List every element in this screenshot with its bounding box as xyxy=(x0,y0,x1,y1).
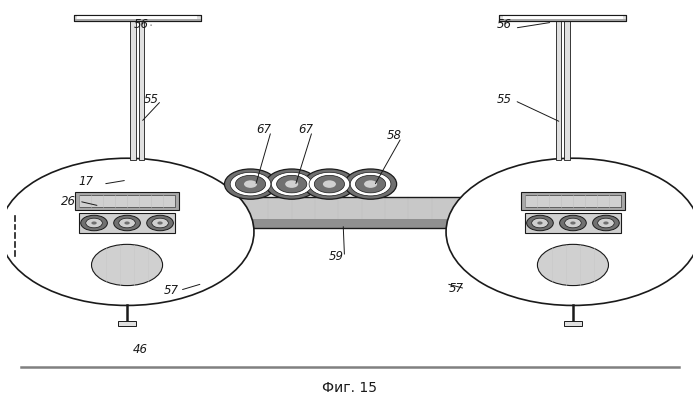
Circle shape xyxy=(526,216,553,231)
Bar xyxy=(175,220,525,228)
Bar xyxy=(74,16,201,22)
Bar xyxy=(77,17,197,20)
Bar xyxy=(79,195,175,208)
Bar xyxy=(499,16,626,22)
Text: 59: 59 xyxy=(329,249,344,262)
Circle shape xyxy=(230,173,271,196)
Circle shape xyxy=(565,219,581,228)
Bar xyxy=(521,193,625,210)
Text: 26: 26 xyxy=(61,194,76,207)
Circle shape xyxy=(147,216,174,231)
Circle shape xyxy=(303,170,356,200)
Text: 56: 56 xyxy=(133,18,148,31)
Circle shape xyxy=(276,176,307,193)
Circle shape xyxy=(92,245,162,286)
Circle shape xyxy=(593,216,620,231)
Bar xyxy=(74,16,201,22)
Bar xyxy=(175,197,525,220)
Circle shape xyxy=(158,222,162,225)
Circle shape xyxy=(559,216,587,231)
Bar xyxy=(564,22,570,161)
Circle shape xyxy=(598,219,614,228)
Bar xyxy=(139,22,144,161)
Circle shape xyxy=(364,181,377,188)
Bar xyxy=(499,20,626,22)
Circle shape xyxy=(265,170,318,200)
Circle shape xyxy=(323,181,336,188)
Circle shape xyxy=(285,181,298,188)
Circle shape xyxy=(125,222,130,225)
Circle shape xyxy=(86,219,102,228)
Text: Фиг. 15: Фиг. 15 xyxy=(323,380,377,394)
Bar xyxy=(564,322,582,326)
Bar xyxy=(175,197,525,228)
Circle shape xyxy=(80,216,107,231)
Circle shape xyxy=(113,216,141,231)
Circle shape xyxy=(0,159,254,306)
Text: 57: 57 xyxy=(164,284,179,296)
Circle shape xyxy=(603,222,608,225)
Text: 55: 55 xyxy=(497,93,512,106)
Text: 57: 57 xyxy=(449,281,464,294)
Circle shape xyxy=(538,245,608,286)
Text: 67: 67 xyxy=(257,123,272,136)
Circle shape xyxy=(225,170,276,200)
Text: 55: 55 xyxy=(144,93,159,106)
Circle shape xyxy=(152,219,168,228)
Text: 58: 58 xyxy=(387,128,402,141)
Bar xyxy=(79,214,175,233)
Circle shape xyxy=(119,219,135,228)
Circle shape xyxy=(570,222,575,225)
Circle shape xyxy=(446,159,700,306)
Bar xyxy=(525,195,621,208)
Text: 46: 46 xyxy=(133,342,148,355)
Circle shape xyxy=(272,173,312,196)
Circle shape xyxy=(235,176,265,193)
Circle shape xyxy=(532,219,548,228)
Text: 56: 56 xyxy=(497,18,512,31)
Bar xyxy=(525,214,621,233)
Circle shape xyxy=(309,173,350,196)
Circle shape xyxy=(356,176,386,193)
Circle shape xyxy=(344,170,397,200)
Bar xyxy=(74,20,201,22)
Bar xyxy=(130,22,136,161)
Bar xyxy=(556,22,561,161)
Bar xyxy=(503,17,623,20)
Circle shape xyxy=(92,222,97,225)
Bar xyxy=(118,322,136,326)
Text: 67: 67 xyxy=(298,123,313,136)
Circle shape xyxy=(314,176,344,193)
Circle shape xyxy=(350,173,391,196)
Bar xyxy=(499,16,626,22)
Circle shape xyxy=(538,222,542,225)
Bar xyxy=(75,193,179,210)
Text: 17: 17 xyxy=(78,174,93,187)
Circle shape xyxy=(244,181,257,188)
